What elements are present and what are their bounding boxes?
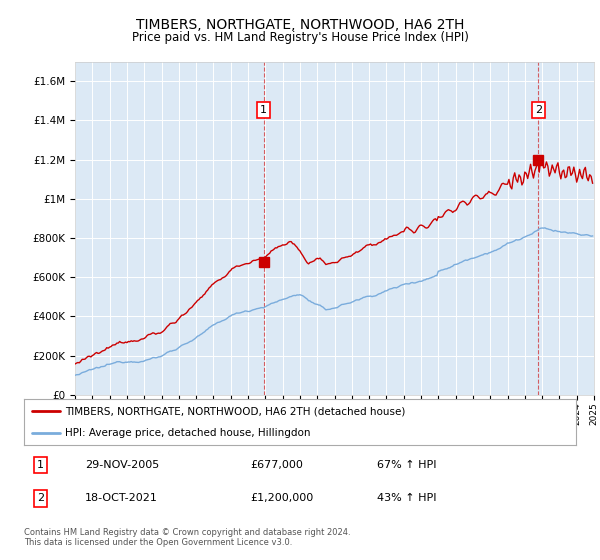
Text: 2: 2 (535, 105, 542, 115)
Text: 1: 1 (260, 105, 267, 115)
Text: 2: 2 (37, 493, 44, 503)
Text: Price paid vs. HM Land Registry's House Price Index (HPI): Price paid vs. HM Land Registry's House … (131, 31, 469, 44)
Text: 1: 1 (37, 460, 44, 470)
Text: TIMBERS, NORTHGATE, NORTHWOOD, HA6 2TH (detached house): TIMBERS, NORTHGATE, NORTHWOOD, HA6 2TH (… (65, 406, 406, 416)
Text: HPI: Average price, detached house, Hillingdon: HPI: Average price, detached house, Hill… (65, 428, 311, 438)
Text: 18-OCT-2021: 18-OCT-2021 (85, 493, 158, 503)
Text: TIMBERS, NORTHGATE, NORTHWOOD, HA6 2TH: TIMBERS, NORTHGATE, NORTHWOOD, HA6 2TH (136, 18, 464, 32)
Text: 43% ↑ HPI: 43% ↑ HPI (377, 493, 437, 503)
Text: £677,000: £677,000 (250, 460, 303, 470)
Text: Contains HM Land Registry data © Crown copyright and database right 2024.
This d: Contains HM Land Registry data © Crown c… (24, 528, 350, 547)
Text: 29-NOV-2005: 29-NOV-2005 (85, 460, 159, 470)
Text: 67% ↑ HPI: 67% ↑ HPI (377, 460, 437, 470)
Text: £1,200,000: £1,200,000 (250, 493, 314, 503)
